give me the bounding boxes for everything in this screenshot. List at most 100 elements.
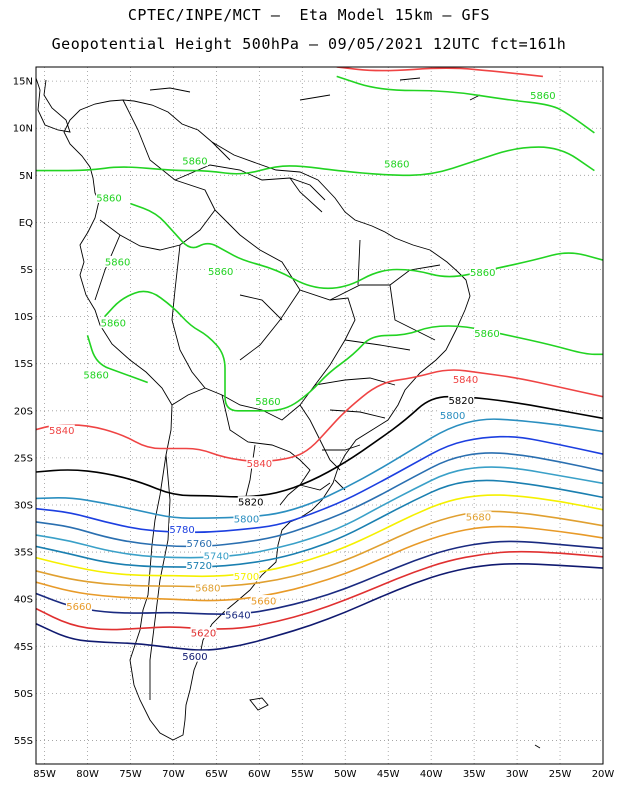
contour-label: 5860 xyxy=(530,91,555,102)
contour-label-bg xyxy=(100,317,127,329)
lat-label: 5S xyxy=(20,265,33,276)
contour-label: 5860 xyxy=(83,370,108,381)
lon-label: 75W xyxy=(119,769,142,780)
lon-label: 55W xyxy=(291,769,314,780)
lon-label: 80W xyxy=(76,769,99,780)
contour-label: 5840 xyxy=(49,426,74,437)
contour-label-bg xyxy=(169,523,196,535)
contour-label: 5860 xyxy=(470,268,495,279)
contour-label: 5620 xyxy=(191,629,216,640)
contour-label: 5680 xyxy=(466,513,491,524)
contour-label: 5700 xyxy=(234,572,259,583)
title-line-1: CPTEC/INPE/MCT – Eta Model 15km – GFS xyxy=(127,6,491,24)
contour-labels: 5860 5860 5860 5860 5860 5860 5860 5860 5860 5860… xyxy=(48,89,556,663)
contour-label: 5640 xyxy=(225,611,250,622)
contour-5640 xyxy=(36,540,603,616)
contour-label: 5820 xyxy=(238,498,263,509)
contour-5700 xyxy=(36,494,603,578)
contour-label-bg xyxy=(469,266,496,278)
lon-label: 40W xyxy=(420,769,443,780)
contour-label-bg xyxy=(48,424,75,436)
contour-label: 5860 xyxy=(208,267,233,278)
contour-label-bg xyxy=(383,158,410,170)
contour-label: 5860 xyxy=(101,319,126,330)
contour-label-bg xyxy=(439,409,466,421)
geopotential-contours xyxy=(36,67,603,651)
contour-label-bg xyxy=(237,496,264,508)
contour-5740 xyxy=(36,466,603,559)
contour-label-bg xyxy=(474,327,501,339)
lat-label: 35S xyxy=(14,548,33,559)
contour-label: 5840 xyxy=(453,375,478,386)
lon-label: 60W xyxy=(248,769,271,780)
contour-label: 5820 xyxy=(449,396,474,407)
lat-label: 55S xyxy=(14,736,33,747)
contour-5720 xyxy=(36,479,603,568)
latitude-labels: 15N 10N 5N EQ 5S 10S 15S 20S 25S 30S 35S 40S 45S 50S 5… xyxy=(13,77,33,747)
lon-label: 65W xyxy=(205,769,228,780)
contour-label-bg xyxy=(448,394,475,406)
coastline-map xyxy=(36,77,541,749)
contour-label: 5860 xyxy=(105,257,130,268)
coastline-caribbean-islands xyxy=(149,77,481,101)
lat-label: 15S xyxy=(14,359,33,370)
longitude-labels: 85W 80W 75W 70W 65W 60W 55W 50W 45W 40W 35W 30W 25W 2… xyxy=(33,769,614,780)
title-line-2: Geopotential Height 500hPa – 09/05/2021 … xyxy=(51,35,567,53)
lat-label: EQ xyxy=(19,218,33,229)
lon-label: 30W xyxy=(506,769,529,780)
contour-5800 xyxy=(36,418,603,520)
lon-label: 50W xyxy=(334,769,357,780)
contour-5860 xyxy=(336,75,595,134)
contour-5760 xyxy=(36,452,603,548)
lat-label: 15N xyxy=(13,77,33,88)
contour-5820 xyxy=(36,395,603,498)
contour-5620 xyxy=(36,550,603,631)
contour-label-bg xyxy=(250,595,277,607)
lon-label: 85W xyxy=(33,769,56,780)
contour-label-bg xyxy=(203,549,230,561)
contour-label-bg xyxy=(207,265,234,277)
lat-label: 30S xyxy=(14,500,33,511)
contour-5600 xyxy=(36,563,603,651)
contour-label-bg xyxy=(529,89,556,101)
contour-label: 5760 xyxy=(187,539,212,550)
contour-label: 5720 xyxy=(187,561,212,572)
contour-5860 xyxy=(36,146,595,177)
contour-label: 5660 xyxy=(251,597,276,608)
lon-label: 45W xyxy=(377,769,400,780)
contour-label-bg xyxy=(194,581,221,593)
contour-label: 5600 xyxy=(182,652,207,663)
contour-label: 5660 xyxy=(66,602,91,613)
lon-label: 25W xyxy=(549,769,572,780)
contour-label: 5800 xyxy=(440,411,465,422)
lat-label: 45S xyxy=(14,642,33,653)
contour-label-bg xyxy=(465,511,492,523)
contour-label-bg xyxy=(452,373,479,385)
lat-label: 40S xyxy=(14,595,33,606)
contour-label-bg xyxy=(186,559,213,571)
contour-5860 xyxy=(130,202,603,290)
lat-label: 10N xyxy=(13,124,33,135)
contour-label: 5860 xyxy=(474,329,499,340)
contour-label-bg xyxy=(96,191,123,203)
contour-label-bg xyxy=(246,457,273,469)
lon-label: 35W xyxy=(463,769,486,780)
contour-label-bg xyxy=(233,513,260,525)
contour-label: 5780 xyxy=(169,525,194,536)
lat-label: 10S xyxy=(14,312,33,323)
contour-label: 5860 xyxy=(182,157,207,168)
lat-label: 25S xyxy=(14,453,33,464)
contour-label: 5860 xyxy=(255,397,280,408)
contour-label-bg xyxy=(233,570,260,582)
contour-label-bg xyxy=(190,627,217,639)
contour-5780 xyxy=(36,435,603,534)
contour-label-bg xyxy=(181,155,208,167)
contour-label-bg xyxy=(83,368,110,380)
state-borders xyxy=(239,239,441,491)
contour-label-bg xyxy=(254,395,281,407)
coastline-south-america xyxy=(63,99,471,741)
coastline-central-america xyxy=(36,77,71,133)
contour-5860 xyxy=(104,290,603,412)
lat-label: 5N xyxy=(19,171,33,182)
